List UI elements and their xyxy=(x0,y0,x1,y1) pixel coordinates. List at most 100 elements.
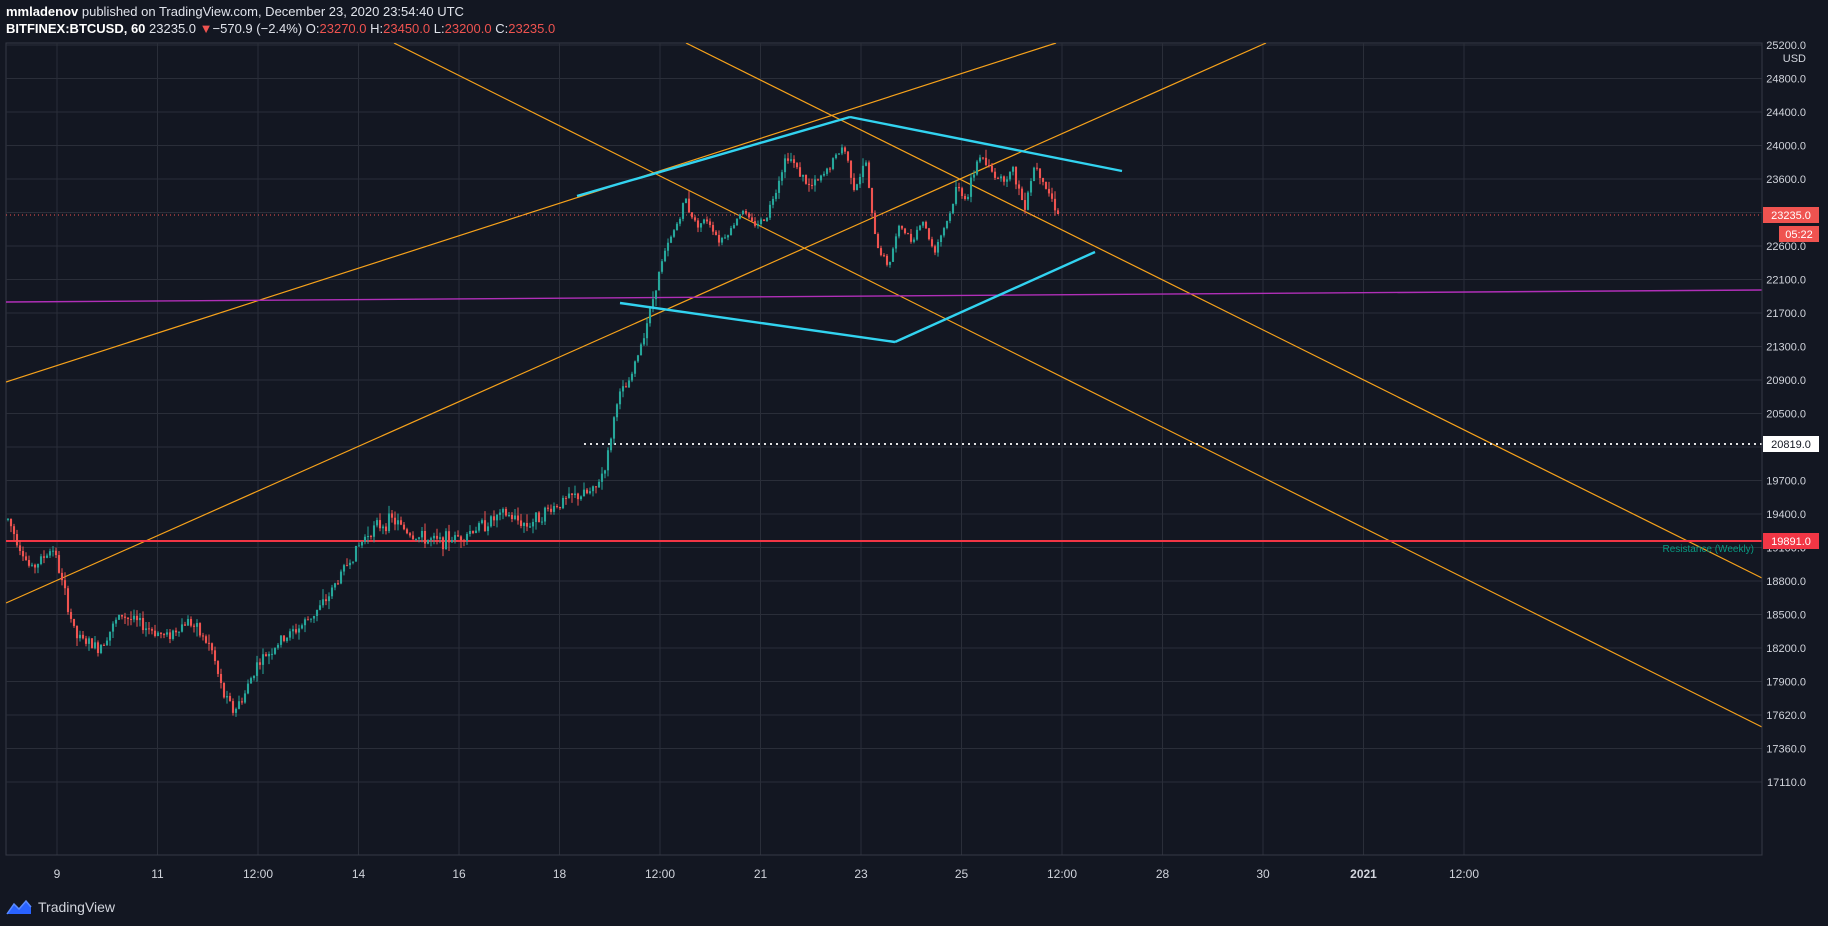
candle-body xyxy=(828,168,832,170)
candle-body xyxy=(366,536,370,538)
candle xyxy=(687,191,691,214)
candle-body xyxy=(108,631,112,641)
candle-body xyxy=(567,493,571,498)
candle xyxy=(972,170,976,182)
candle xyxy=(399,516,403,526)
candle xyxy=(483,511,487,532)
candle-body xyxy=(765,217,769,221)
candle-body xyxy=(288,631,292,638)
candle-body xyxy=(291,629,295,632)
candle xyxy=(447,524,451,552)
candle-body xyxy=(186,618,190,626)
candle-body xyxy=(519,520,523,526)
candle-body xyxy=(285,637,289,641)
candle-body xyxy=(984,157,988,165)
candle-body xyxy=(534,512,538,523)
y-axis[interactable]: 25200.024800.024400.024000.023600.023235… xyxy=(1766,40,1806,789)
symbol-info: BITFINEX:BTCUSD, 60 23235.0 ▼−570.9 (−2.… xyxy=(6,21,555,36)
candle-body xyxy=(684,198,688,204)
candle-body xyxy=(552,506,556,512)
candle xyxy=(495,513,499,528)
candle-body xyxy=(528,526,532,528)
candle-body xyxy=(690,212,694,218)
candle-body xyxy=(213,650,217,662)
candle xyxy=(264,652,268,657)
candle xyxy=(486,522,490,536)
candle xyxy=(981,157,985,160)
candle xyxy=(411,531,415,541)
candle xyxy=(846,150,850,163)
footer-brand[interactable]: TradingView xyxy=(6,896,115,918)
candle xyxy=(105,637,109,647)
candle-body xyxy=(336,583,340,585)
candle xyxy=(537,511,541,523)
candle-body xyxy=(510,514,514,520)
candle xyxy=(24,552,28,561)
author-name[interactable]: mmladenov xyxy=(6,4,79,19)
candle xyxy=(375,517,379,528)
candle-body xyxy=(564,497,568,499)
candle xyxy=(624,382,628,388)
candle xyxy=(201,632,205,641)
candle xyxy=(129,611,133,626)
candle xyxy=(402,522,406,531)
candle-body xyxy=(165,632,169,635)
candle-body xyxy=(792,159,796,164)
candle-body xyxy=(273,647,277,654)
candle xyxy=(861,158,865,184)
candle-body xyxy=(864,162,868,166)
candle xyxy=(828,166,832,173)
candle-body xyxy=(741,211,745,215)
candle-body xyxy=(531,522,535,527)
candle xyxy=(843,146,847,155)
candle-body xyxy=(591,486,595,492)
candle-body xyxy=(645,323,649,339)
candle-body xyxy=(351,561,355,563)
candle xyxy=(801,174,805,182)
candle xyxy=(369,534,373,540)
candle xyxy=(324,594,328,606)
candle xyxy=(720,236,724,246)
candle-body xyxy=(141,617,145,631)
x-axis[interactable]: 9 11 12:00 14 16 18 12:00 21 23 25 12:00 28 30 2021 12… xyxy=(54,867,1480,881)
dotted-level-value: 20819.0 xyxy=(1771,439,1811,451)
candle xyxy=(354,545,358,562)
plot-area[interactable] xyxy=(5,42,1763,856)
candle-body xyxy=(228,696,232,702)
candle-body xyxy=(744,211,748,214)
candle xyxy=(90,637,94,649)
candle-body xyxy=(375,520,379,526)
x-tick-label: 12:00 xyxy=(243,867,273,881)
candle-body xyxy=(810,184,814,186)
candle-body xyxy=(726,235,730,238)
candle xyxy=(120,614,124,620)
candle xyxy=(702,218,706,225)
candle-body xyxy=(327,596,331,602)
candle xyxy=(27,555,31,568)
candle-body xyxy=(66,588,70,613)
open-label: O: xyxy=(305,21,320,36)
candle-body xyxy=(1044,181,1048,189)
candle xyxy=(231,698,235,716)
last-price-value: 23235.0 xyxy=(1771,210,1811,222)
candle xyxy=(921,221,925,228)
candle xyxy=(285,637,289,643)
candle-body xyxy=(594,486,598,488)
candle xyxy=(489,515,493,528)
candle xyxy=(912,237,916,244)
y-tick-label: 21300.0 xyxy=(1766,342,1806,354)
grid xyxy=(6,43,1762,855)
candle-body xyxy=(780,172,784,181)
candle xyxy=(252,675,256,681)
symbol-name[interactable]: BITFINEX:BTCUSD, 60 xyxy=(6,21,146,36)
candle xyxy=(867,160,871,189)
candle-body xyxy=(21,550,25,557)
x-tick-label: 12:00 xyxy=(645,867,675,881)
candle-body xyxy=(339,571,343,584)
candle xyxy=(384,523,388,535)
candle xyxy=(225,690,229,704)
candle-body xyxy=(729,228,733,236)
candle-body xyxy=(846,151,850,161)
candle xyxy=(627,377,631,388)
